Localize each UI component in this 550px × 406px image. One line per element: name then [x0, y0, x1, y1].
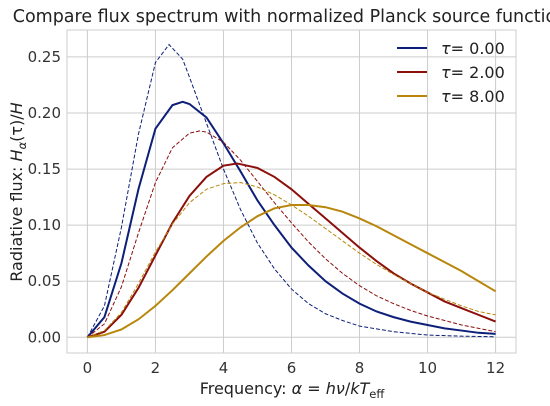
y-tick-label: 0.25 [28, 48, 61, 66]
ylabel-H2: H [7, 102, 26, 114]
xlabel-sub: eff [369, 387, 385, 401]
y-tick-label: 0.15 [28, 160, 61, 178]
y-tick-label: 0.00 [28, 328, 61, 346]
x-tick-label: 12 [486, 359, 505, 377]
grid [67, 30, 516, 353]
chart-title: Compare flux spectrum with normalized Pl… [13, 7, 550, 27]
xlabel-nu: ν [336, 379, 345, 398]
flux-line-0 [86, 100, 496, 338]
y-tick-label: 0.05 [28, 272, 61, 290]
xlabel-T: T [360, 379, 371, 398]
xlabel-slash: / [345, 379, 351, 398]
legend: τ= 0.00 τ= 2.00 τ= 8.00 [397, 39, 505, 106]
ylabel-H: H [7, 149, 26, 161]
x-tick-label: 2 [151, 359, 161, 377]
x-tick-label: 4 [219, 359, 229, 377]
ylabel-arg: (τ)/ [7, 114, 26, 142]
x-tick-label: 10 [418, 359, 437, 377]
xlabel-eq: = [302, 379, 326, 398]
xlabel-pre: Frequency: [200, 379, 292, 398]
legend-label-0: τ= 0.00 [441, 39, 505, 58]
y-tick-label: 0.20 [28, 104, 61, 122]
series-group [86, 43, 497, 339]
flux-line-2 [87, 203, 497, 339]
plot-frame [66, 29, 517, 354]
tick-labels: 0 2 4 6 8 10 12 0.00 0.05 0.10 0.15 0.20 0.25 [28, 48, 506, 377]
legend-label-1: τ= 2.00 [441, 63, 505, 82]
x-tick-label: 8 [355, 359, 365, 377]
legend-label-2: τ= 8.00 [441, 87, 505, 106]
ylabel-pre: Radiative flux: [7, 161, 26, 281]
xlabel-alpha: α [292, 379, 303, 398]
x-axis-label: Frequency: α = hν/kTeff [200, 379, 386, 401]
y-tick-label: 0.10 [28, 216, 61, 234]
xlabel-k: k [350, 379, 360, 398]
x-tick-label: 0 [83, 359, 93, 377]
y-axis-label: Radiative flux: Hα(τ)/H [7, 102, 29, 281]
planck-line-1 [87, 130, 496, 338]
planck-line-0 [86, 43, 496, 338]
x-tick-label: 6 [287, 359, 297, 377]
ylabel-sub: α [15, 141, 29, 149]
xlabel-h: h [326, 379, 336, 398]
